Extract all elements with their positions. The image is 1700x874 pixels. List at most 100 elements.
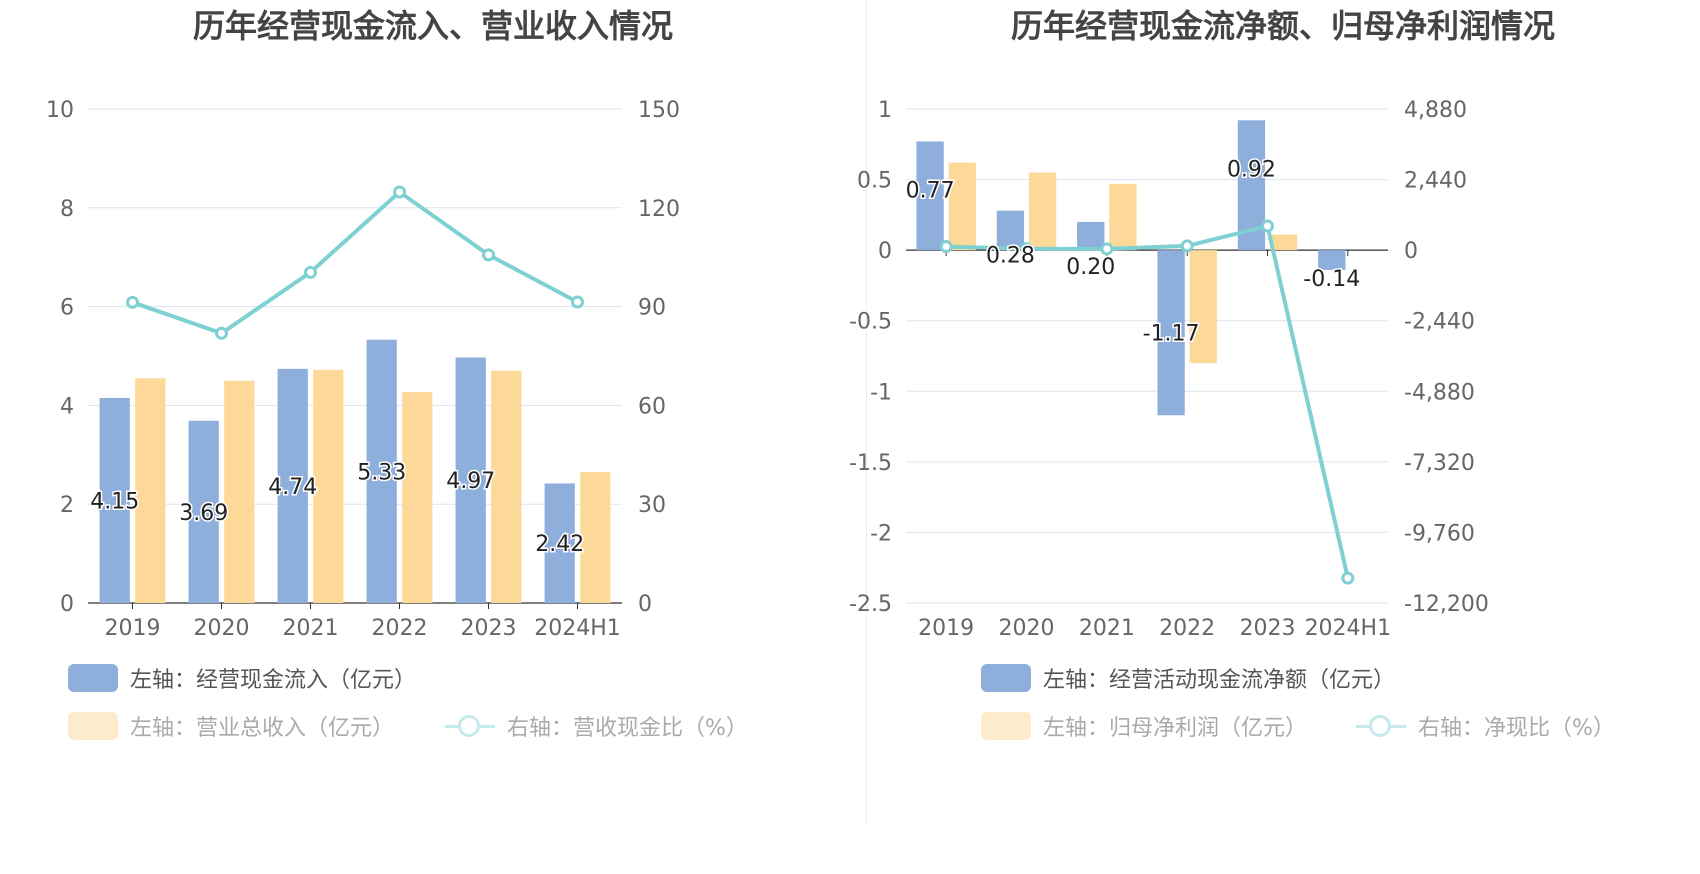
legend-swatch-orange: [68, 712, 118, 740]
ratio-point: [939, 240, 953, 254]
y-left-tick-label: 0: [878, 239, 892, 264]
y-right-tick-label: 0: [1404, 239, 1418, 264]
x-tick-label: 2020: [999, 616, 1055, 641]
y-right-tick-label: -9,760: [1404, 521, 1475, 546]
bar-data-label: 0.28: [986, 244, 1035, 269]
bar-data-label: 0.20: [1066, 255, 1115, 280]
y-left-tick-label: 0: [60, 592, 74, 617]
bar-data-label: -0.14: [1303, 267, 1360, 292]
legend-swatch-blue: [981, 664, 1031, 692]
bar-secondary: [1028, 172, 1057, 251]
y-right-tick-label: -12,200: [1404, 592, 1489, 617]
legend-label: 右轴：净现比（%）: [1418, 716, 1615, 741]
x-tick-label: 2019: [918, 616, 974, 641]
right-chart-panel: 历年经营现金流净额、归母净利润情况 1 0.5 0 -0.5 -1 -1.5 -2 -2.5 4…: [849, 0, 1700, 874]
left-legend-item-revenue[interactable]: 左轴：营业总收入（亿元）: [68, 710, 394, 742]
bar-data-label: 2.42: [535, 532, 584, 557]
bar-primary: [366, 339, 397, 603]
bar-data-label: 3.69: [179, 501, 228, 526]
right-legend-item-net-profit[interactable]: 左轴：归母净利润（亿元）: [981, 710, 1307, 742]
bar-data-label: 0.92: [1227, 157, 1276, 182]
left-chart-svg: 10 8 6 4 2 0 150 120 90 60 30 0 2019 2020 2021 2022 2023…: [46, 98, 680, 641]
legend-swatch-blue: [68, 664, 118, 692]
ratio-point: [393, 185, 406, 199]
ratio-line: [946, 223, 1350, 579]
bar-primary: [1077, 221, 1105, 251]
x-tick-label: 2020: [194, 616, 250, 641]
y-left-tick-label: -1.5: [849, 451, 892, 476]
x-tick-label: 2019: [105, 616, 161, 641]
bar-primary: [996, 210, 1025, 251]
ratio-point: [215, 326, 228, 340]
bar-primary: [99, 397, 130, 603]
y-right-tick-label: 2,440: [1404, 169, 1467, 194]
legend-swatch-orange: [981, 712, 1031, 740]
y-left-tick-label: 10: [46, 98, 74, 123]
bar-secondary: [491, 370, 522, 603]
left-legend-item-cash-inflow[interactable]: 左轴：经营现金流入（亿元）: [68, 662, 416, 694]
bar-data-label: 5.33: [357, 460, 406, 485]
legend-label: 左轴：归母净利润（亿元）: [1043, 716, 1308, 741]
bar-data-label: 4.97: [446, 469, 495, 494]
bar-secondary: [135, 378, 166, 603]
x-tick-label: 2023: [1240, 616, 1296, 641]
y-left-tick-label: -1: [870, 380, 892, 405]
right-chart-title: 历年经营现金流净额、归母净利润情况: [1010, 7, 1555, 45]
left-legend-item-ratio[interactable]: 右轴：营收现金比（%）: [445, 710, 748, 742]
legend-line-marker-icon: [445, 712, 495, 740]
y-left-tick-label: 1: [878, 98, 892, 123]
bar-secondary: [580, 472, 611, 603]
y-right-tick-label: -7,320: [1404, 451, 1475, 476]
y-right-tick-label: 90: [638, 296, 666, 321]
bar-secondary: [224, 380, 255, 603]
y-right-tick-label: 120: [638, 197, 680, 222]
y-left-tick-label: 6: [60, 296, 74, 321]
right-legend-item-net-cash[interactable]: 左轴：经营活动现金流净额（亿元）: [981, 662, 1395, 694]
bar-primary: [544, 483, 575, 603]
bar-primary: [277, 368, 308, 603]
bar-secondary: [948, 162, 976, 251]
y-left-tick-label: 2: [60, 493, 74, 518]
bar-primary: [916, 141, 944, 251]
x-tick-label: 2024H1: [1305, 616, 1392, 641]
left-chart-title: 历年经营现金流入、营业收入情况: [192, 7, 673, 45]
bar-primary: [1318, 250, 1346, 270]
ratio-point: [482, 248, 495, 262]
bar-primary: [1157, 250, 1185, 416]
ratio-point: [1341, 571, 1355, 585]
ratio-point: [1180, 239, 1194, 253]
legend-label: 左轴：营业总收入（亿元）: [130, 716, 395, 741]
bar-primary: [455, 357, 486, 603]
ratio-point: [1261, 219, 1274, 233]
ratio-point: [304, 265, 317, 279]
y-right-tick-label: -2,440: [1404, 310, 1475, 335]
bar-secondary: [1109, 183, 1137, 251]
y-right-tick-label: 60: [638, 394, 666, 419]
y-left-tick-label: 8: [60, 197, 74, 222]
bar-data-label: 0.77: [906, 178, 955, 203]
bar-primary: [188, 420, 219, 603]
ratio-point: [126, 295, 139, 309]
y-right-tick-label: 0: [638, 592, 652, 617]
x-tick-label: 2022: [372, 616, 428, 641]
legend-label: 左轴：经营现金流入（亿元）: [130, 668, 417, 693]
left-chart-panel: 历年经营现金流入、营业收入情况 10 8 6 4 2 0 150 120 90 60 30 0 2019…: [46, 7, 748, 742]
y-left-tick-label: -0.5: [849, 310, 892, 335]
ratio-point: [1100, 242, 1114, 256]
bar-secondary: [402, 392, 433, 603]
ratio-point: [571, 295, 584, 309]
y-left-tick-label: -2: [870, 521, 892, 546]
x-tick-label: 2022: [1159, 616, 1215, 641]
ratio-line: [131, 189, 579, 336]
y-left-tick-label: -2.5: [849, 592, 892, 617]
y-right-tick-label: 30: [638, 493, 666, 518]
bar-data-label: 4.15: [90, 489, 139, 514]
x-tick-label: 2021: [283, 616, 339, 641]
right-legend-item-ratio[interactable]: 右轴：净现比（%）: [1356, 710, 1615, 742]
x-tick-label: 2021: [1079, 616, 1135, 641]
bar-data-label: -1.17: [1143, 322, 1200, 347]
right-chart-svg: 1 0.5 0 -0.5 -1 -1.5 -2 -2.5 4,880 2,440 0 -2,440 -4…: [849, 98, 1489, 641]
x-tick-label: 2023: [461, 616, 517, 641]
y-right-tick-label: 4,880: [1404, 98, 1467, 123]
bar-data-label: 4.74: [268, 475, 317, 500]
